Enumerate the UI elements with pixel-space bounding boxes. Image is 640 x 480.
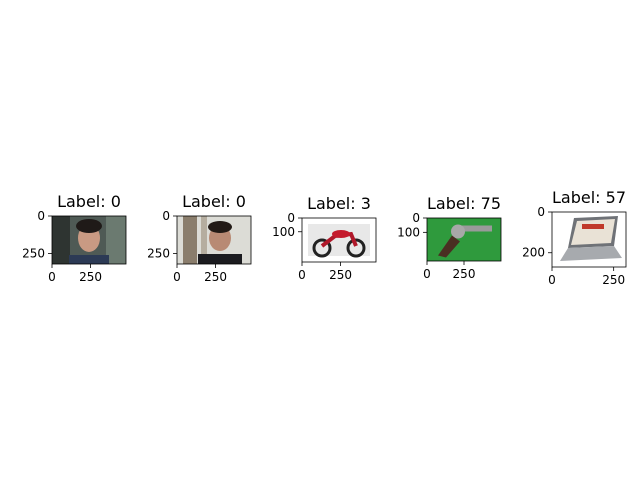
- y-tick-label: 200: [522, 246, 545, 260]
- x-tick-label: 250: [79, 270, 102, 284]
- subplot-title: Label: 0: [182, 192, 246, 211]
- subplot-title: Label: 57: [552, 188, 626, 207]
- y-tick-label: 100: [272, 225, 295, 239]
- man-face-portrait-2: [177, 216, 251, 264]
- y-tick-label: 100: [397, 225, 420, 239]
- y-tick-label: 0: [287, 211, 295, 225]
- y-tick-label: 250: [22, 247, 45, 261]
- x-tick-label: 250: [453, 267, 476, 281]
- subplot-title: Label: 0: [57, 192, 121, 211]
- x-tick-label: 0: [298, 268, 306, 282]
- x-tick-label: 250: [602, 273, 625, 287]
- y-tick-label: 0: [412, 211, 420, 225]
- x-tick-label: 250: [204, 270, 227, 284]
- x-tick-label: 250: [329, 268, 352, 282]
- axes-frame: [176, 215, 252, 265]
- x-tick-label: 0: [173, 270, 181, 284]
- subplot-title: Label: 3: [307, 194, 371, 213]
- y-tick-label: 0: [537, 205, 545, 219]
- x-tick-label: 0: [548, 273, 556, 287]
- y-tick-label: 0: [162, 209, 170, 223]
- x-tick-label: 0: [48, 270, 56, 284]
- y-tick-label: 250: [147, 247, 170, 261]
- subplot-title: Label: 75: [427, 194, 501, 213]
- axes-frame: [551, 211, 627, 268]
- axes-frame: [301, 217, 377, 263]
- axes-frame: [51, 215, 127, 265]
- man-face-portrait: [52, 216, 126, 264]
- y-tick-label: 0: [37, 209, 45, 223]
- revolver-photo: [427, 218, 501, 261]
- motorcycle-photo: [302, 218, 376, 262]
- x-tick-label: 0: [423, 267, 431, 281]
- laptop-photo: [552, 212, 626, 267]
